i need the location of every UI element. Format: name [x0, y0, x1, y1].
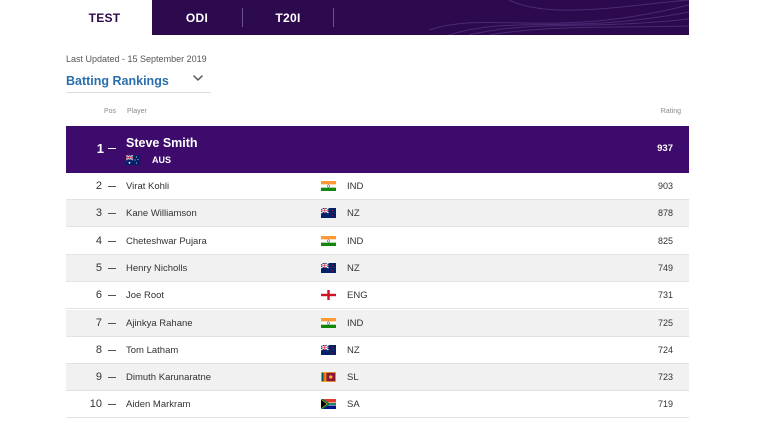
position-number: 8	[95, 343, 102, 356]
position-number: 3	[95, 207, 102, 220]
table-row[interactable]: 2 Virat Kohli IND 903	[66, 173, 689, 200]
country-code: NZ	[347, 344, 360, 356]
rankings-type-dropdown[interactable]: Batting Rankings	[66, 69, 211, 93]
country-code: IND	[347, 317, 364, 329]
position-movement-dash	[108, 295, 116, 297]
player-name: Kane Williamson	[126, 208, 197, 220]
position-movement-dash	[108, 186, 116, 187]
rating-value: 731	[657, 290, 673, 301]
player-name: Dimuth Karunaratne	[126, 372, 212, 384]
country-code: ENG	[347, 290, 368, 302]
position-number: 1	[96, 141, 104, 156]
player-name: Virat Kohli	[126, 181, 170, 192]
position-movement-dash	[108, 404, 116, 406]
tab-test[interactable]: TEST	[57, 0, 152, 35]
player-name: Aiden Markram	[126, 399, 191, 411]
position-number: 10	[89, 398, 102, 411]
tab-divider	[242, 8, 243, 27]
rating-value: 937	[657, 143, 673, 154]
table-row[interactable]: 10 Aiden Markram SA 719	[66, 391, 689, 419]
position-movement-dash	[108, 349, 116, 351]
position-number: 9	[95, 371, 102, 384]
chevron-down-icon	[193, 75, 203, 81]
position-movement-dash	[108, 322, 116, 324]
table-row[interactable]: 6 Joe Root ENG 731	[66, 282, 689, 310]
wave-pattern-decoration	[429, 0, 689, 35]
last-updated-text: Last Updated - 15 September 2019	[66, 54, 207, 64]
rating-value: 725	[657, 317, 673, 328]
tab-divider	[333, 8, 334, 27]
format-tab-bar: TEST ODI T20I	[57, 0, 689, 35]
rating-value: 878	[657, 208, 673, 219]
position-number: 7	[95, 316, 102, 329]
new-zealand-flag-icon	[321, 208, 336, 219]
new-zealand-flag-icon	[321, 262, 336, 273]
position-movement-dash	[108, 377, 116, 379]
player-name: Steve Smith	[126, 136, 198, 150]
table-column-headers: Pos Player Rating	[66, 108, 689, 120]
player-name: Henry Nicholls	[126, 262, 188, 274]
tab-odi[interactable]: ODI	[185, 10, 209, 25]
table-row[interactable]: 4 Cheteshwar Pujara IND 825	[66, 228, 689, 255]
country-code: NZ	[347, 208, 360, 220]
position-movement-dash	[108, 148, 116, 149]
england-flag-icon	[321, 290, 336, 301]
country-code: IND	[347, 181, 364, 192]
table-row[interactable]: 3 Kane Williamson NZ 878	[66, 200, 689, 228]
column-header-rating: Rating	[660, 108, 681, 115]
country-code: SA	[347, 399, 360, 411]
top-ranked-player-row[interactable]: 1 Steve Smith AUS 937	[66, 126, 689, 173]
country-code: AUS	[152, 155, 172, 165]
sri-lanka-flag-icon	[321, 372, 336, 383]
australia-flag-icon	[126, 155, 140, 165]
south-africa-flag-icon	[321, 399, 336, 410]
position-movement-dash	[108, 240, 116, 242]
player-name: Joe Root	[126, 290, 165, 302]
player-name: Cheteshwar Pujara	[126, 235, 207, 247]
column-header-pos: Pos	[104, 108, 117, 115]
rating-value: 719	[657, 399, 673, 410]
player-name: Ajinkya Rahane	[126, 317, 193, 329]
rating-value: 825	[657, 235, 673, 246]
position-number: 4	[95, 234, 102, 247]
position-number: 5	[95, 261, 102, 274]
position-number: 2	[95, 180, 102, 192]
country-code: IND	[347, 235, 364, 247]
india-flag-icon	[321, 235, 336, 246]
country-code: NZ	[347, 262, 360, 274]
position-movement-dash	[108, 267, 116, 269]
position-movement-dash	[108, 213, 116, 215]
india-flag-icon	[321, 181, 336, 191]
rankings-type-label: Batting Rankings	[66, 73, 169, 88]
table-row[interactable]: 8 Tom Latham NZ 724	[66, 337, 689, 364]
country-code: SL	[347, 372, 359, 384]
india-flag-icon	[321, 317, 336, 328]
rating-value: 903	[657, 181, 673, 191]
rating-value: 749	[657, 262, 673, 273]
rating-value: 723	[657, 372, 673, 383]
position-number: 6	[95, 289, 102, 302]
table-row[interactable]: 9 Dimuth Karunaratne SL 723	[66, 364, 689, 392]
player-name: Tom Latham	[126, 344, 179, 356]
rating-value: 724	[657, 344, 673, 355]
table-row[interactable]: 7 Ajinkya Rahane IND 725	[66, 309, 689, 337]
column-header-player: Player	[127, 108, 147, 115]
tab-t20i[interactable]: T20I	[275, 10, 301, 25]
new-zealand-flag-icon	[321, 344, 336, 355]
table-row[interactable]: 5 Henry Nicholls NZ 749	[66, 254, 689, 282]
